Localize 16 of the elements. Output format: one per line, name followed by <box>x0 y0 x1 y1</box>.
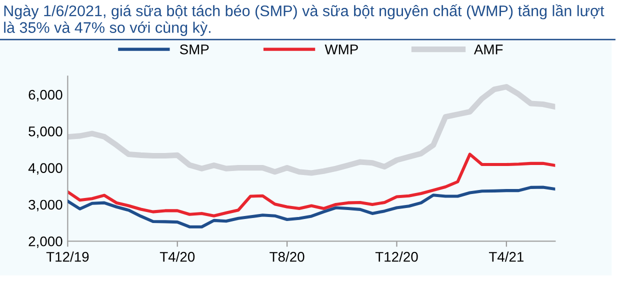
y-tick-label: 3,000 <box>28 200 62 212</box>
x-tick-label: T8/20 <box>270 252 304 262</box>
x-tick-label: T12/19 <box>46 252 89 262</box>
chart-title: Ngày 1/6/2021, giá sữa bột tách béo (SMP) và sữa bột nguyên chất (WMP) tăng lần lượt là 35% và 47% so với cùng kỳ. <box>4 4 604 36</box>
legend-label: SMP <box>180 44 209 54</box>
y-tick-label: 5,000 <box>28 126 62 138</box>
line-series <box>68 186 556 228</box>
line-series <box>68 152 556 218</box>
x-tick-label: T4/20 <box>160 252 195 262</box>
legend-label: AMF <box>474 44 503 54</box>
y-tick-label: 4,000 <box>28 163 62 175</box>
y-tick-label: 6,000 <box>28 90 62 102</box>
x-tick-label: T12/20 <box>375 252 418 262</box>
y-tick-label: 2,000 <box>28 236 62 248</box>
legend-label: WMP <box>324 44 358 54</box>
x-tick-label: T4/21 <box>488 252 524 262</box>
